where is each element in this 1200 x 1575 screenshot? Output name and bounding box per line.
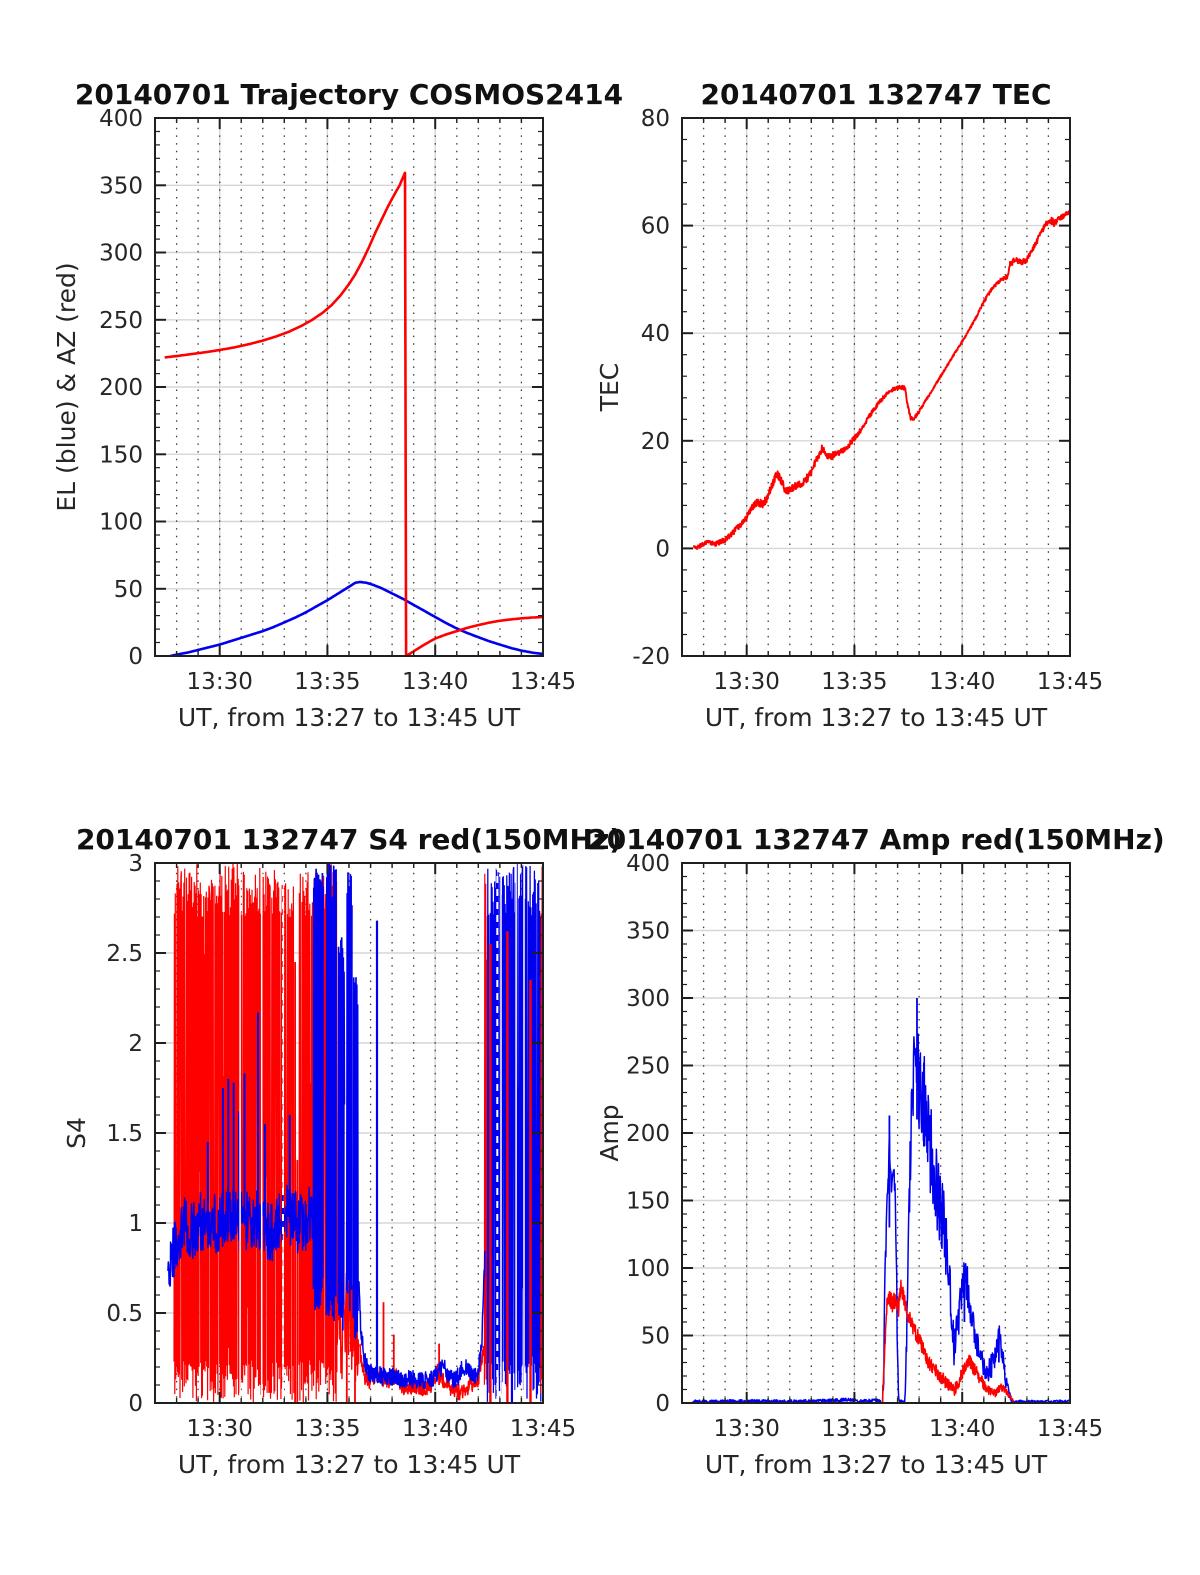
y-tick-label: 40 bbox=[641, 321, 670, 347]
x-tick-label: 13:40 bbox=[402, 669, 468, 695]
y-tick-label: 400 bbox=[99, 106, 143, 132]
tick-labels: 13:30 13:35 13:40 13:45 0 0.5 1 1.5 2 2.5 3 bbox=[106, 851, 576, 1442]
y-tick-label: 80 bbox=[641, 106, 670, 132]
y-tick-label: 300 bbox=[626, 986, 670, 1012]
x-tick-label: 13:35 bbox=[294, 1416, 360, 1442]
x-tick-label: 13:45 bbox=[1037, 1416, 1103, 1442]
s4-blue-spike-cluster-band-1 bbox=[325, 863, 337, 1322]
y-tick-label: 2 bbox=[128, 1031, 143, 1057]
y-tick-label: 60 bbox=[641, 214, 670, 240]
s4-blue-spike-cluster-band-0 bbox=[312, 868, 324, 1311]
y-tick-label: 50 bbox=[114, 577, 143, 603]
y-tick-label: 2.5 bbox=[106, 941, 143, 967]
tec-title: 20140701 132747 TEC bbox=[700, 78, 1051, 111]
series-layer bbox=[164, 171, 543, 656]
subplot-trajectory: 13:30 13:35 13:40 13:45 0 50 100 150 200 250 300 35… bbox=[52, 78, 623, 732]
x-tick-label: 13:30 bbox=[187, 669, 253, 695]
el-elevation-blue bbox=[169, 580, 543, 656]
trajectory-ylabel: EL (blue) & AZ (red) bbox=[52, 262, 81, 511]
tec-ylabel: TEC bbox=[595, 363, 624, 413]
tick-labels: 13:30 13:35 13:40 13:45 0 50 100 150 200 250 300 35… bbox=[626, 851, 1103, 1442]
y-tick-label: -20 bbox=[632, 644, 670, 670]
tick-labels: 13:30 13:35 13:40 13:45 0 50 100 150 200 250 300 35… bbox=[99, 106, 576, 695]
x-tick-label: 13:45 bbox=[1037, 669, 1103, 695]
tec-xlabel: UT, from 13:27 to 13:45 UT bbox=[705, 703, 1048, 732]
amp-title: 20140701 132747 Amp red(150MHz) bbox=[587, 823, 1164, 856]
y-tick-label: 250 bbox=[99, 308, 143, 334]
amp-plot-content: 13:30 13:35 13:40 13:45 0 50 100 150 200 250 300 35… bbox=[626, 851, 1103, 1442]
series-layer bbox=[692, 209, 1070, 550]
amp-xlabel: UT, from 13:27 to 13:45 UT bbox=[705, 1450, 1048, 1479]
x-tick-label: 13:30 bbox=[714, 1416, 780, 1442]
axes-frame bbox=[681, 117, 1071, 657]
y-tick-label: 150 bbox=[626, 1189, 670, 1215]
x-tick-label: 13:45 bbox=[510, 1416, 576, 1442]
y-tick-label: 100 bbox=[626, 1256, 670, 1282]
x-tick-label: 13:40 bbox=[929, 1416, 995, 1442]
trajectory-plot-content: 13:30 13:35 13:40 13:45 0 50 100 150 200 250 300 35… bbox=[99, 106, 576, 695]
s4-blue-quiet-line bbox=[357, 1250, 486, 1390]
s4-ylabel: S4 bbox=[62, 1117, 91, 1149]
y-tick-label: 1.5 bbox=[106, 1121, 143, 1147]
axes-frame bbox=[154, 862, 544, 1404]
s4-blue-saturated-block-band-0 bbox=[486, 863, 542, 1403]
y-tick-label: 150 bbox=[99, 442, 143, 468]
tec-plot-content: 13:30 13:35 13:40 13:45 -20 0 20 40 60 80 bbox=[632, 106, 1103, 695]
subplot-s4: 13:30 13:35 13:40 13:45 0 0.5 1 1.5 2 2.5 3 201407… bbox=[62, 823, 622, 1479]
x-tick-label: 13:35 bbox=[294, 669, 360, 695]
grid-major bbox=[682, 863, 1070, 1403]
y-tick-label: 400 bbox=[626, 851, 670, 877]
grid-minor-dotted bbox=[702, 865, 1050, 1401]
tick-labels: 13:30 13:35 13:40 13:45 -20 0 20 40 60 80 bbox=[632, 106, 1103, 695]
s4-blue-spike-cluster-band-4 bbox=[352, 977, 359, 1339]
y-tick-label: 200 bbox=[626, 1121, 670, 1147]
s4-blue-spike-cluster-band-3 bbox=[345, 872, 353, 1311]
series-layer bbox=[692, 998, 1070, 1403]
trajectory-xlabel: UT, from 13:27 to 13:45 UT bbox=[178, 703, 521, 732]
amp-150mhz-signal-amplitude-red bbox=[881, 1279, 1015, 1403]
relative-tec-red bbox=[692, 209, 1070, 550]
x-tick-label: 13:35 bbox=[821, 669, 887, 695]
az-azimuth-red bbox=[164, 171, 543, 656]
y-tick-label: 0 bbox=[128, 644, 143, 670]
axes-frame bbox=[681, 862, 1071, 1404]
s4-title: 20140701 132747 S4 red(150MHz) bbox=[76, 823, 622, 856]
y-tick-label: 100 bbox=[99, 510, 143, 536]
amp-150mhz-signal-amplitude-blue bbox=[692, 1033, 1070, 1403]
x-tick-label: 13:30 bbox=[714, 669, 780, 695]
y-tick-label: 250 bbox=[626, 1054, 670, 1080]
grid-major bbox=[682, 118, 1070, 656]
y-tick-label: 0.5 bbox=[106, 1301, 143, 1327]
s4-blue-spike-cluster-band-2 bbox=[337, 937, 346, 1331]
y-tick-label: 0 bbox=[655, 536, 670, 562]
subplot-amp: 13:30 13:35 13:40 13:45 0 50 100 150 200 250 300 35… bbox=[587, 823, 1164, 1479]
series-layer bbox=[167, 863, 543, 1403]
subplot-tec: 13:30 13:35 13:40 13:45 -20 0 20 40 60 80 2014070… bbox=[595, 78, 1103, 732]
x-tick-label: 13:30 bbox=[187, 1416, 253, 1442]
s4-plot-content: 13:30 13:35 13:40 13:45 0 0.5 1 1.5 2 2.5 3 bbox=[106, 851, 576, 1442]
y-tick-label: 1 bbox=[128, 1211, 143, 1237]
y-tick-label: 20 bbox=[641, 429, 670, 455]
grid-minor-dotted bbox=[702, 120, 1050, 654]
x-tick-label: 13:40 bbox=[402, 1416, 468, 1442]
trajectory-title: 20140701 Trajectory COSMOS2414 bbox=[75, 78, 623, 111]
amp-ylabel: Amp bbox=[595, 1104, 624, 1161]
x-tick-label: 13:40 bbox=[929, 669, 995, 695]
y-tick-label: 3 bbox=[128, 851, 143, 877]
x-tick-label: 13:45 bbox=[510, 669, 576, 695]
y-tick-label: 200 bbox=[99, 375, 143, 401]
y-tick-label: 0 bbox=[128, 1391, 143, 1417]
y-tick-label: 0 bbox=[655, 1391, 670, 1417]
y-tick-label: 300 bbox=[99, 241, 143, 267]
y-tick-label: 50 bbox=[641, 1324, 670, 1350]
axes-frame bbox=[154, 117, 544, 657]
s4-xlabel: UT, from 13:27 to 13:45 UT bbox=[178, 1450, 521, 1479]
y-tick-label: 350 bbox=[626, 919, 670, 945]
x-tick-label: 13:35 bbox=[821, 1416, 887, 1442]
y-tick-label: 350 bbox=[99, 173, 143, 199]
